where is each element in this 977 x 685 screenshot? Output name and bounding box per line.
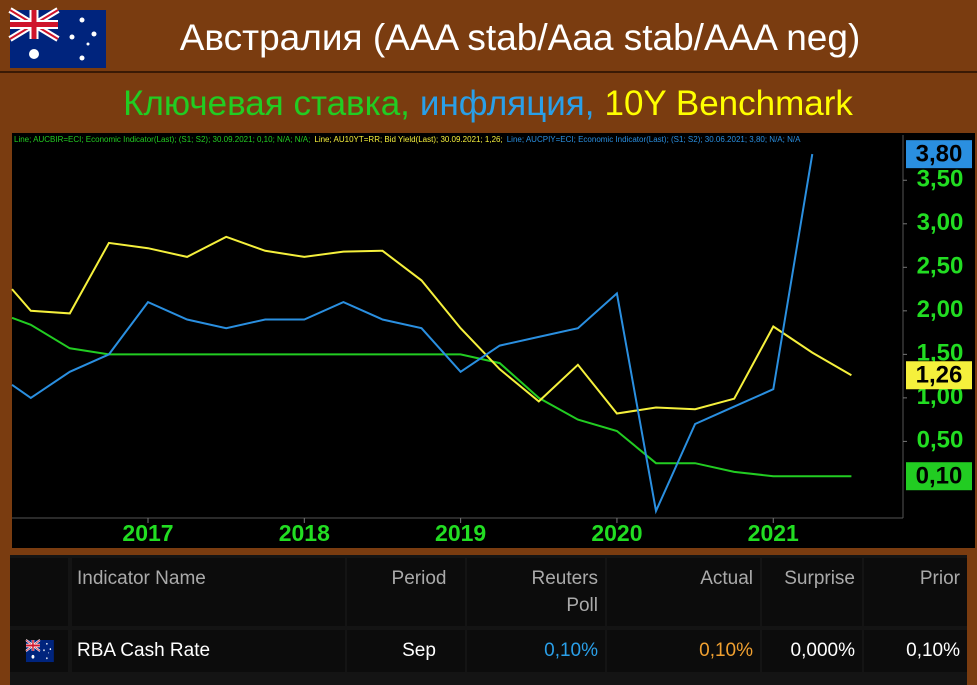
flag bbox=[10, 10, 106, 68]
row-cell bbox=[347, 630, 465, 672]
legend: Line; AUCBIR=ECI; Economic Indicator(Las… bbox=[14, 135, 801, 144]
header-cell bbox=[10, 558, 68, 626]
header-cell bbox=[864, 558, 967, 626]
series-line bbox=[11, 235, 852, 415]
row-cell bbox=[607, 630, 760, 672]
title-band bbox=[0, 0, 977, 70]
flag bbox=[24, 638, 56, 664]
column-header: Period bbox=[392, 568, 447, 589]
subtitle-part: инфляция, bbox=[420, 84, 595, 123]
x-tick-label: 2020 bbox=[591, 520, 642, 546]
subtitle-part: 10Y Benchmark bbox=[604, 84, 853, 123]
cell: RBA Cash Rate bbox=[77, 640, 210, 661]
header-cell bbox=[347, 558, 465, 626]
subtitle: Ключевая ставка, инфляция, 10Y Benchmark bbox=[123, 84, 853, 123]
x-tick-label: 2019 bbox=[435, 520, 486, 546]
header-cell bbox=[72, 558, 345, 626]
column-header: Actual bbox=[700, 568, 753, 589]
value-badge bbox=[906, 140, 972, 169]
header-cell bbox=[467, 558, 605, 626]
y-tick-label: 3,00 bbox=[917, 209, 964, 236]
y-tick-label: 0,50 bbox=[917, 427, 964, 454]
header-cell bbox=[607, 558, 760, 626]
value-label: 3,80 bbox=[916, 140, 963, 167]
value-badge bbox=[906, 361, 972, 390]
column-header: Indicator Name bbox=[77, 568, 206, 589]
title: Австралия (AAA stab/Aaa stab/AAA neg) bbox=[180, 17, 861, 58]
y-tick-label: 2,50 bbox=[917, 253, 964, 280]
column-header: Surprise bbox=[784, 568, 855, 589]
value-badge bbox=[906, 462, 972, 491]
value-label: 1,26 bbox=[916, 362, 963, 389]
row-cell bbox=[762, 630, 862, 672]
legend-entry: Line; AUCBIR=ECI; Economic Indicator(Las… bbox=[14, 135, 310, 144]
cell: 0,000% bbox=[791, 640, 856, 661]
y-tick-label: 3,50 bbox=[917, 166, 964, 193]
x-tick-label: 2018 bbox=[279, 520, 330, 546]
legend-entry: Line; AU10YT=RR; Bid Yield(Last); 30.09.… bbox=[314, 135, 502, 144]
header-cell bbox=[762, 558, 862, 626]
series-line bbox=[11, 153, 814, 515]
value-label: 0,10 bbox=[916, 463, 963, 490]
column-header: Reuters Poll bbox=[531, 568, 598, 616]
x-tick-label: 2017 bbox=[122, 520, 173, 546]
legend-entry: Line; AUCPIY=ECI; Economic Indicator(Las… bbox=[507, 135, 801, 144]
cell: 0,10% bbox=[906, 640, 960, 661]
x-tick-label: 2021 bbox=[748, 520, 799, 546]
series-line bbox=[11, 316, 852, 478]
cell: 0,10% bbox=[544, 640, 598, 661]
column-header: Prior bbox=[920, 568, 961, 589]
y-tick-label: 2,00 bbox=[917, 296, 964, 323]
row-cell bbox=[864, 630, 967, 672]
cell: Sep bbox=[402, 640, 436, 661]
chart-area bbox=[12, 133, 975, 548]
subtitle-part: Ключевая ставка, bbox=[123, 84, 410, 123]
row-cell bbox=[72, 630, 345, 672]
row-cell bbox=[467, 630, 605, 672]
cell: 0,10% bbox=[699, 640, 753, 661]
